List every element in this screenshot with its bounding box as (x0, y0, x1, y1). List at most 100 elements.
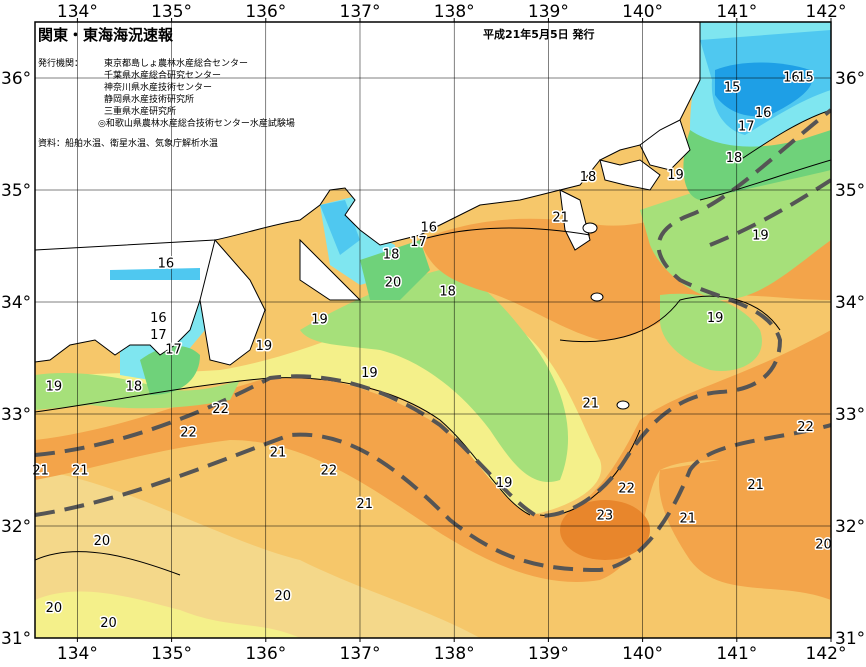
sea-kii-inlet (110, 268, 200, 280)
longitude-ticks-bottom: 134° 135° 136° 137° 138° 139° 140° 141° 142° (57, 638, 847, 664)
issue-date: 平成21年5月5日 発行 (483, 27, 594, 41)
kuroshio-axis-east (709, 178, 831, 247)
temperature-label: 19 (752, 228, 769, 243)
lon-tick-top-label: 141° (716, 2, 757, 22)
issuer-5: 三重県水産研究所 (104, 105, 176, 117)
lon-tick-top-label: 139° (528, 2, 569, 22)
lat-tick-right-label: 35° (835, 181, 865, 201)
temperature-label: 20 (385, 275, 402, 290)
sea-15-north (715, 62, 813, 117)
issuer-4: 静岡県水産技術研究所 (104, 93, 194, 105)
sea-18-enshu (360, 240, 430, 300)
temperature-label: 19 (707, 311, 724, 326)
isotherm-18 (699, 159, 831, 201)
land-hachijo (616, 400, 630, 410)
latitude-ticks-right: 36° 35° 34° 33° 32° 31° (835, 69, 865, 649)
temperature-label: 22 (618, 481, 635, 496)
temperature-label: 17 (165, 343, 182, 358)
land-boso (639, 119, 691, 171)
land-miyake (590, 292, 604, 302)
lat-tick-left-label: 32° (1, 517, 31, 537)
temperature-label: 16 (150, 311, 167, 326)
temperature-label: 17 (410, 235, 427, 250)
lon-tick-bottom-label: 134° (57, 644, 98, 664)
temperature-label: 20 (100, 616, 117, 631)
longitude-ticks-top: 134° 135° 136° 137° 138° 139° 140° 141° 142° (57, 2, 847, 22)
sea-20-southwest (35, 591, 300, 638)
temperature-label: 21 (747, 478, 764, 493)
issuers-label: 発行機関： (38, 57, 83, 69)
sea-18-north (683, 130, 831, 200)
lon-tick-bottom-label: 141° (716, 644, 757, 664)
lat-tick-right-label: 33° (835, 405, 865, 425)
sea-20-south (35, 470, 480, 638)
temperature-label: 19 (496, 476, 513, 491)
temperature-labels: 1516151617181918211919161718201816161717… (31, 69, 833, 632)
temperature-label: 21 (552, 210, 569, 225)
sea-19-shikoku (35, 373, 240, 410)
issuer-1: 東京都島しょ農林水産総合センター (104, 57, 248, 69)
lat-tick-left-label: 35° (1, 181, 31, 201)
temperature-label: 19 (311, 312, 328, 327)
temperature-label: 23 (597, 508, 614, 523)
temperature-label: 21 (72, 463, 89, 478)
sea-18-kii-mouth (140, 345, 200, 395)
isotherm-17 (739, 109, 831, 161)
issuer-3: 神奈川県水産技術センター (104, 81, 212, 93)
lon-tick-top-label: 142° (806, 2, 847, 22)
lat-tick-right-label: 31° (835, 629, 865, 649)
temperature-label: 21 (583, 396, 600, 411)
lon-tick-top-label: 138° (434, 2, 475, 22)
temperature-label: 18 (126, 379, 143, 394)
sea-19-sagami (300, 270, 569, 482)
lat-tick-left-label: 31° (1, 629, 31, 649)
temperature-label: 18 (439, 284, 456, 299)
temperature-label: 18 (383, 247, 400, 262)
temperature-label: 21 (680, 512, 697, 527)
kuroshio-axis-north (35, 108, 831, 518)
lon-tick-top-label: 135° (151, 2, 192, 22)
lon-tick-bottom-label: 140° (622, 644, 663, 664)
land (35, 22, 701, 410)
sea-23-core (560, 500, 650, 560)
temperature-label: 22 (321, 463, 338, 478)
lon-tick-bottom-label: 135° (151, 644, 192, 664)
isotherm-20b (419, 227, 591, 241)
data-sources: 資料：船舶水温、衛星水温、気象庁解析水温 (38, 137, 218, 149)
lon-tick-bottom-label: 136° (245, 644, 286, 664)
lat-tick-left-label: 36° (1, 69, 31, 89)
temperature-label: 17 (150, 328, 167, 343)
lat-tick-left-label: 33° (1, 405, 31, 425)
land-kii-peninsula (199, 238, 266, 366)
lon-tick-top-label: 140° (622, 2, 663, 22)
temperature-label: 19 (256, 339, 273, 354)
temperature-label: 16 (755, 106, 772, 121)
issuer-6: ◎和歌山県農林水産総合技術センター水産試験場 (98, 117, 295, 129)
temperature-label: 15 (797, 70, 814, 85)
temperature-label: 21 (32, 463, 49, 478)
temperature-label: 22 (797, 420, 814, 435)
land-shima (299, 238, 362, 301)
graticule (35, 22, 831, 638)
land-izu-peninsula (559, 189, 591, 251)
lon-tick-bottom-label: 142° (806, 644, 847, 664)
lon-tick-bottom-label: 137° (340, 644, 381, 664)
map-title: 関東・東海海況速報 (38, 26, 174, 44)
temperature-label: 16 (158, 256, 175, 271)
temperature-label: 20 (46, 601, 63, 616)
temperature-label: 20 (94, 534, 111, 549)
temperature-label: 18 (580, 170, 597, 185)
lat-tick-right-label: 32° (835, 517, 865, 537)
issuer-2: 千葉県水産総合研究センター (104, 69, 221, 81)
temperature-label: 21 (270, 446, 287, 461)
sea-19-boso (640, 150, 831, 300)
temperature-label: 18 (726, 151, 743, 166)
land-miura (599, 159, 661, 191)
lat-tick-left-label: 34° (1, 293, 31, 313)
temperature-label: 20 (815, 537, 832, 552)
sea-19-eddy (660, 293, 762, 371)
latitude-ticks-left: 36° 35° 34° 33° 32° 31° (1, 69, 31, 649)
lat-tick-right-label: 34° (835, 293, 865, 313)
kuroshio-axis-south (35, 423, 831, 573)
kuroshio-axes (35, 108, 831, 573)
